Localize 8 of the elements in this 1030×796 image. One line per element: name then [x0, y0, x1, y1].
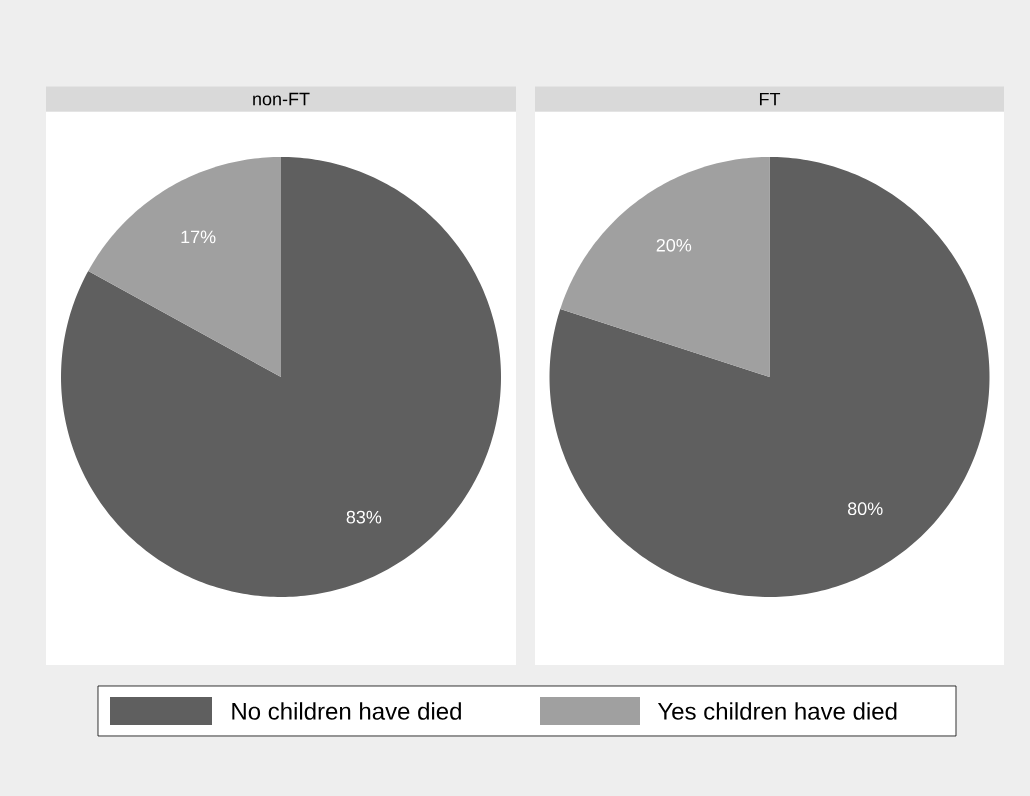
data-label: 20%	[656, 238, 692, 252]
slice-label: non-FT	[253, 92, 310, 106]
legend-label: Yes children have died	[657, 702, 897, 720]
data-label: 17%	[181, 230, 216, 244]
legend-label: No children have died	[232, 702, 461, 720]
slice-label: FT	[759, 92, 781, 106]
data-label: 83%	[346, 510, 382, 524]
data-label: 80%	[847, 502, 883, 516]
